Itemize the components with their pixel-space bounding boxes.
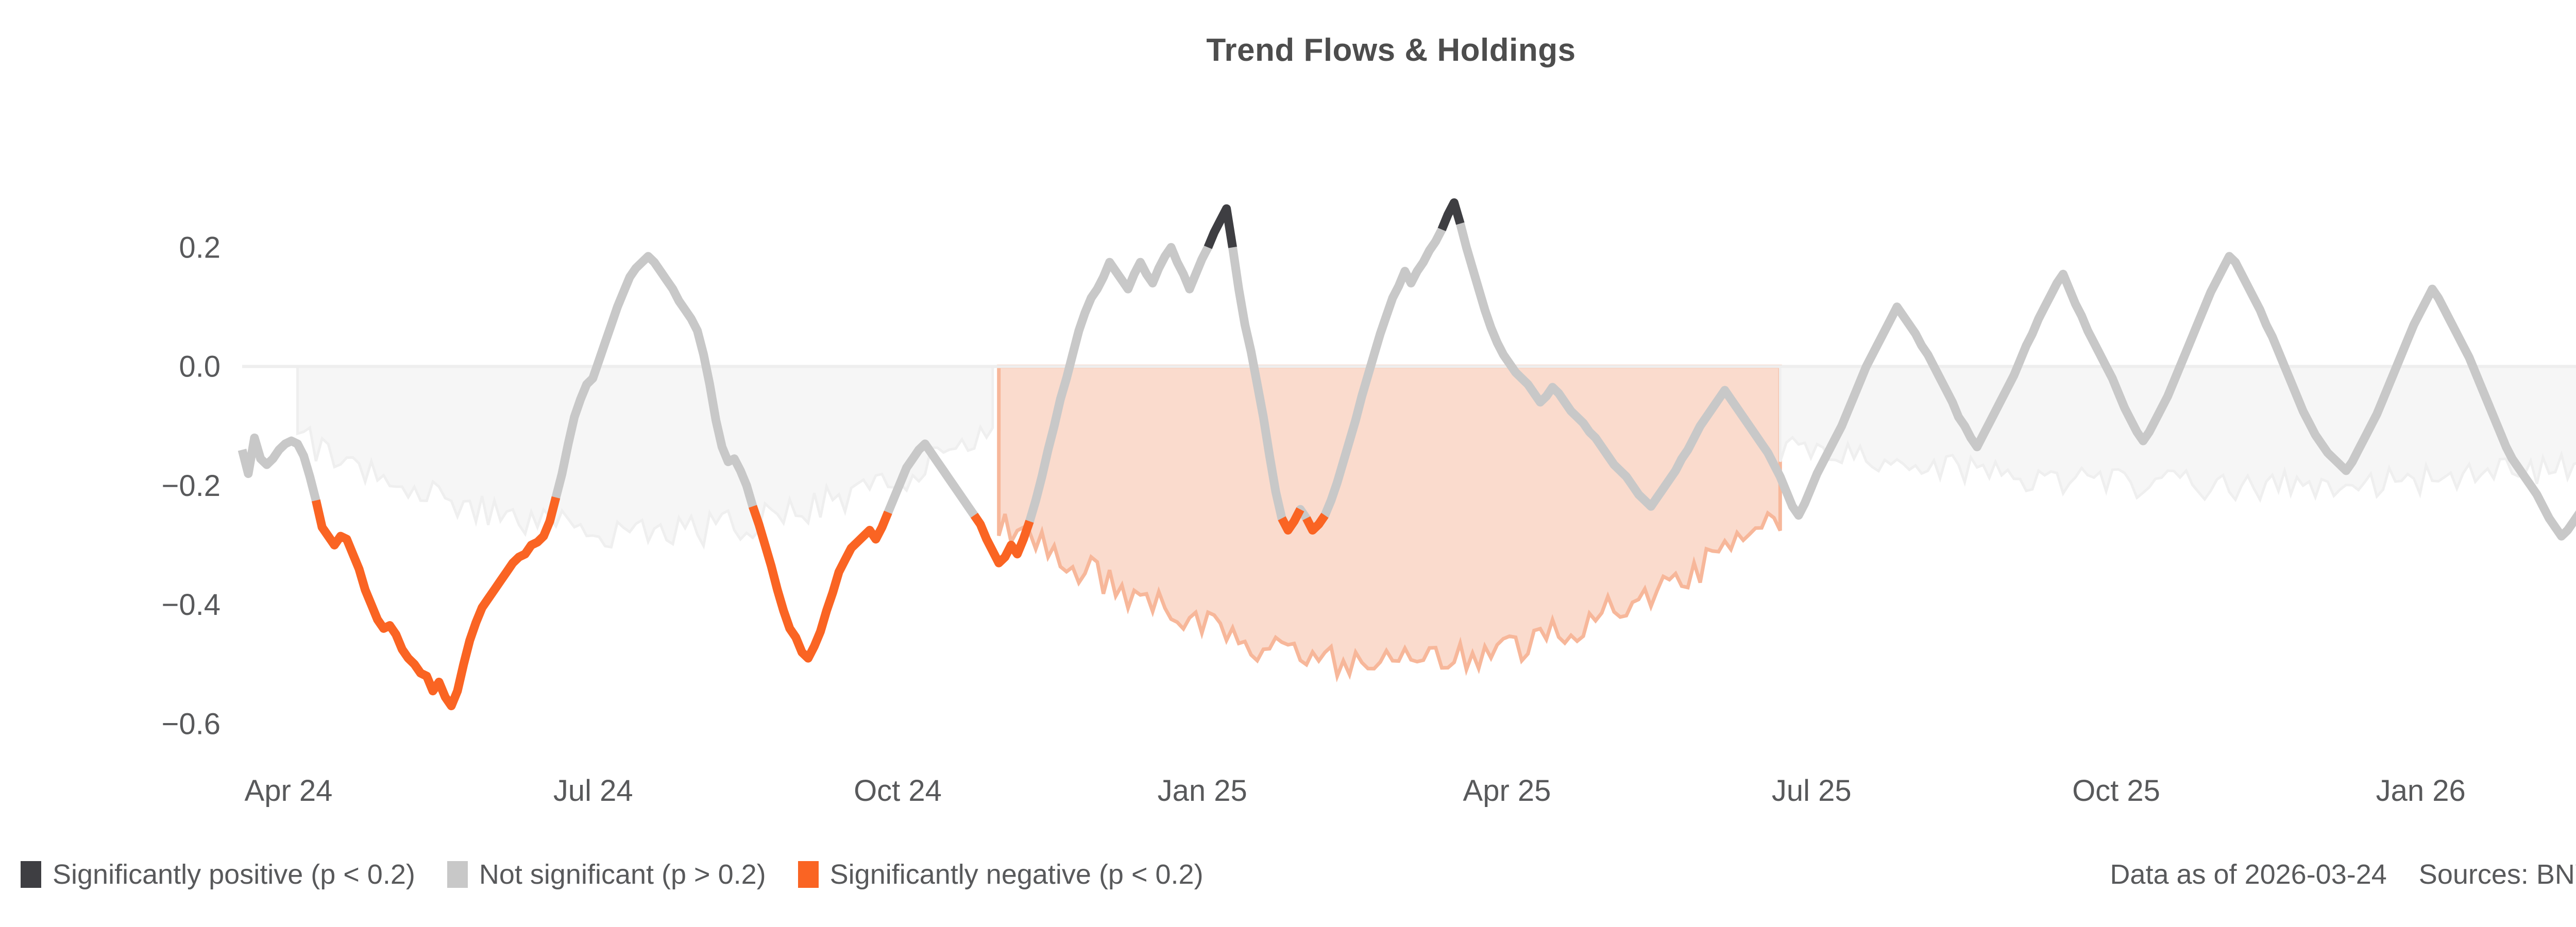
data-as-of-label: Data as of 2026-03-24 [2110,859,2387,890]
chart-title: Trend Flows & Holdings [1206,32,1576,68]
y-tick-label: 0.0 [179,350,221,384]
series-segment-neu [878,439,984,529]
x-tick-label: Jan 25 [1158,774,1247,808]
x-tick-label: Jul 24 [553,774,633,808]
series-segment-neg [749,505,892,663]
neutral-band-late [1778,365,2576,503]
sources-label: Sources: BNY, WM/Refinitiv [2418,859,2576,890]
x-tick-label: Apr 24 [245,774,333,808]
x-tick-label: Jan 26 [2376,774,2466,808]
x-tick-label: Oct 24 [854,774,942,808]
legend-label: Significantly positive (p < 0.2) [53,859,415,890]
legend-swatch-neutral [447,861,468,888]
series-segment-pos [1437,198,1465,231]
series-segment-neg [312,496,561,711]
series-segment-neu [1450,201,2576,541]
legend-label: Significantly negative (p < 0.2) [829,859,1204,890]
x-tick-label: Jul 25 [1772,774,1852,808]
legend-label: Not significant (p > 0.2) [479,859,766,890]
legend-swatch-negative [798,861,819,888]
y-tick-label: −0.6 [162,707,221,741]
series-segment-neu [238,433,327,528]
legend-entry[interactable]: Not significant (p > 0.2) [447,859,766,890]
series-segment-neu [1019,231,1218,541]
chart-footnotes: Data as of 2026-03-24 Sources: BNY, WM/R… [2110,856,2576,892]
y-tick-label: −0.4 [162,588,221,622]
chart-legend: Significantly positive (p < 0.2) Not sign… [21,856,1235,892]
negative-significance-band [997,365,1782,683]
x-tick-label: Apr 25 [1463,774,1551,808]
legend-swatch-positive [21,861,41,888]
x-tick-label: Oct 25 [2072,774,2160,808]
series-segment-pos [1204,204,1237,249]
series-segment-neu [1222,208,1292,533]
series-segment-neg [1302,512,1329,535]
legend-entry[interactable]: Significantly negative (p < 0.2) [798,859,1204,890]
legend-entry[interactable]: Significantly positive (p < 0.2) [21,859,415,890]
series-segment-neu [545,252,764,526]
series-segment-neg [970,512,1034,568]
series-segment-neg [1278,507,1304,535]
series-segment-neu [1315,213,1452,527]
neutral-band-early [296,365,994,550]
y-tick-label: 0.2 [179,231,221,264]
y-tick-label: −0.2 [162,469,221,503]
